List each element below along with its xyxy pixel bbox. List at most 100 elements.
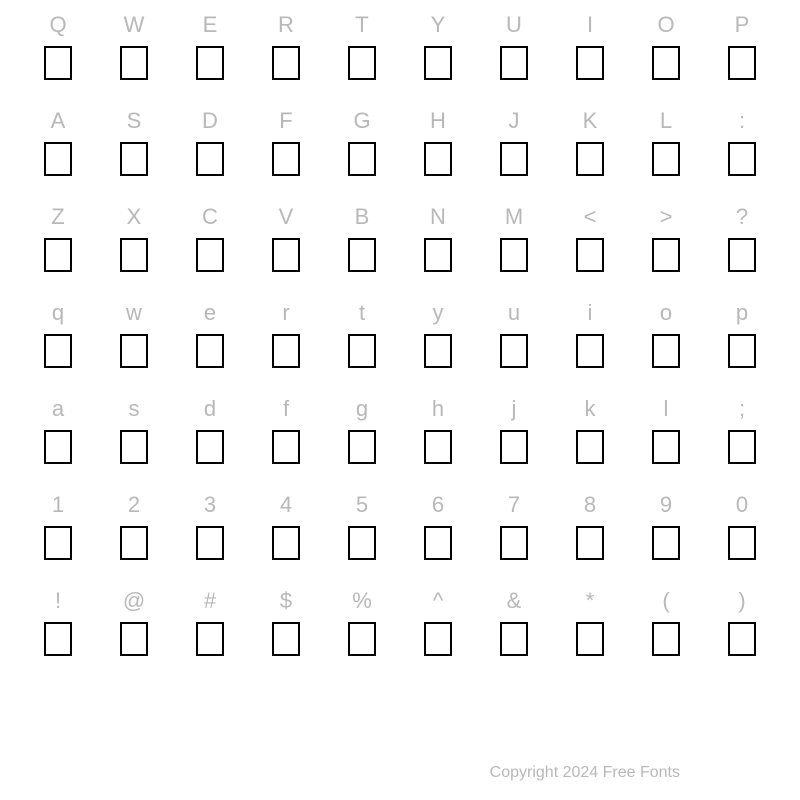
glyph-box (424, 430, 452, 464)
character-cell: ! (20, 586, 96, 682)
glyph-box (120, 238, 148, 272)
glyph-box (44, 142, 72, 176)
character-cell: s (96, 394, 172, 490)
character-label: W (124, 10, 145, 40)
character-cell: r (248, 298, 324, 394)
character-label: S (127, 106, 142, 136)
character-label: Z (51, 202, 64, 232)
character-label: K (583, 106, 598, 136)
character-label: 0 (736, 490, 748, 520)
character-cell: u (476, 298, 552, 394)
glyph-box (500, 430, 528, 464)
glyph-box (728, 238, 756, 272)
character-label: P (735, 10, 750, 40)
glyph-box (272, 334, 300, 368)
glyph-box (348, 622, 376, 656)
character-label: # (204, 586, 216, 616)
character-label: r (282, 298, 289, 328)
character-cell: 7 (476, 490, 552, 586)
glyph-box (424, 526, 452, 560)
glyph-box (348, 334, 376, 368)
character-label: R (278, 10, 294, 40)
character-label: w (126, 298, 142, 328)
character-cell: ) (704, 586, 780, 682)
character-label: F (279, 106, 292, 136)
character-cell: p (704, 298, 780, 394)
glyph-box (728, 526, 756, 560)
glyph-box (576, 430, 604, 464)
glyph-box (44, 238, 72, 272)
glyph-box (576, 622, 604, 656)
glyph-box (500, 334, 528, 368)
copyright-footer: Copyright 2024 Free Fonts (490, 764, 680, 782)
glyph-box (44, 622, 72, 656)
glyph-box (500, 622, 528, 656)
character-label: B (355, 202, 370, 232)
character-label: f (283, 394, 289, 424)
character-label: A (51, 106, 66, 136)
character-label: 3 (204, 490, 216, 520)
character-label: * (586, 586, 595, 616)
character-label: a (52, 394, 64, 424)
character-cell: > (628, 202, 704, 298)
character-label: % (352, 586, 372, 616)
character-cell: C (172, 202, 248, 298)
glyph-box (272, 142, 300, 176)
character-cell: Q (20, 10, 96, 106)
character-label: ^ (433, 586, 443, 616)
glyph-box (500, 46, 528, 80)
glyph-box (728, 142, 756, 176)
character-label: g (356, 394, 368, 424)
character-cell: % (324, 586, 400, 682)
glyph-box (196, 622, 224, 656)
glyph-box (576, 142, 604, 176)
glyph-box (196, 430, 224, 464)
glyph-box (652, 142, 680, 176)
character-cell: H (400, 106, 476, 202)
glyph-box (272, 526, 300, 560)
character-cell: & (476, 586, 552, 682)
character-label: I (587, 10, 593, 40)
character-cell: y (400, 298, 476, 394)
character-cell: Z (20, 202, 96, 298)
character-cell: j (476, 394, 552, 490)
character-cell: G (324, 106, 400, 202)
character-cell: N (400, 202, 476, 298)
character-cell: K (552, 106, 628, 202)
character-cell: f (248, 394, 324, 490)
character-label: @ (123, 586, 145, 616)
character-label: ! (55, 586, 61, 616)
character-label: V (279, 202, 294, 232)
glyph-box (348, 430, 376, 464)
glyph-box (728, 334, 756, 368)
character-cell: < (552, 202, 628, 298)
character-label: 4 (280, 490, 292, 520)
glyph-box (348, 46, 376, 80)
glyph-box (196, 238, 224, 272)
character-cell: : (704, 106, 780, 202)
character-label: Y (431, 10, 446, 40)
glyph-box (424, 334, 452, 368)
character-cell: 1 (20, 490, 96, 586)
character-cell: F (248, 106, 324, 202)
character-label: 9 (660, 490, 672, 520)
character-cell: i (552, 298, 628, 394)
character-label: X (127, 202, 142, 232)
character-label: d (204, 394, 216, 424)
character-cell: D (172, 106, 248, 202)
character-cell: 9 (628, 490, 704, 586)
glyph-box (120, 526, 148, 560)
glyph-box (196, 526, 224, 560)
character-label: j (512, 394, 517, 424)
character-cell: k (552, 394, 628, 490)
character-label: 6 (432, 490, 444, 520)
character-cell: h (400, 394, 476, 490)
glyph-box (44, 46, 72, 80)
character-label: y (433, 298, 444, 328)
character-cell: W (96, 10, 172, 106)
glyph-box (424, 142, 452, 176)
character-cell: 3 (172, 490, 248, 586)
character-cell: 5 (324, 490, 400, 586)
glyph-box (576, 526, 604, 560)
character-cell: I (552, 10, 628, 106)
